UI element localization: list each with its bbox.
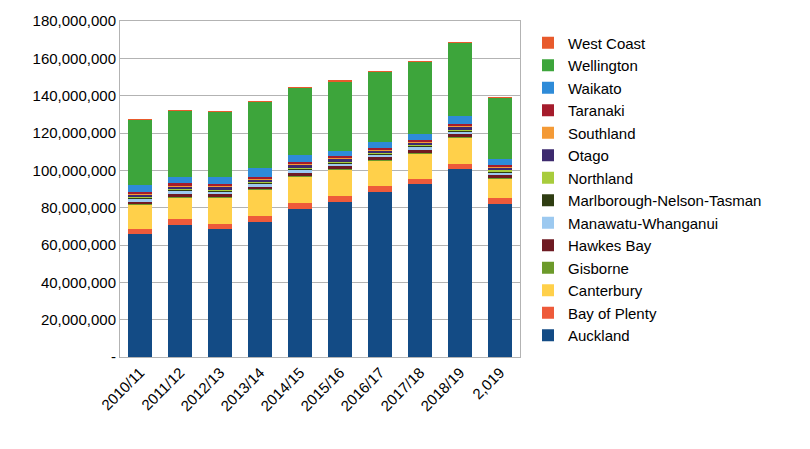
svg-text:2014/15: 2014/15 (257, 364, 307, 414)
svg-text:2,019: 2,019 (469, 364, 508, 403)
svg-text:60,000,000: 60,000,000 (41, 236, 116, 253)
svg-text:Otago: Otago (568, 147, 609, 164)
svg-text:20,000,000: 20,000,000 (41, 311, 116, 328)
svg-text:2012/13: 2012/13 (177, 364, 227, 414)
svg-text:Southland: Southland (568, 125, 636, 142)
svg-text:Marlborough-Nelson-Tasman: Marlborough-Nelson-Tasman (568, 192, 761, 209)
svg-text:2018/19: 2018/19 (417, 364, 467, 414)
svg-text:Wellington: Wellington (568, 57, 638, 74)
svg-text:2016/17: 2016/17 (337, 364, 387, 414)
svg-text:-: - (111, 348, 116, 365)
svg-text:Waikato: Waikato (568, 80, 622, 97)
svg-text:120,000,000: 120,000,000 (33, 124, 116, 141)
svg-text:Taranaki: Taranaki (568, 102, 625, 119)
svg-text:2015/16: 2015/16 (297, 364, 347, 414)
svg-text:Manawatu-Whanganui: Manawatu-Whanganui (568, 215, 718, 232)
svg-text:2017/18: 2017/18 (377, 364, 427, 414)
svg-text:40,000,000: 40,000,000 (41, 274, 116, 291)
svg-text:2011/12: 2011/12 (138, 364, 188, 414)
svg-text:2010/11: 2010/11 (98, 364, 148, 414)
svg-text:160,000,000: 160,000,000 (33, 50, 116, 67)
svg-text:100,000,000: 100,000,000 (33, 162, 116, 179)
svg-text:80,000,000: 80,000,000 (41, 199, 116, 216)
svg-text:Auckland: Auckland (568, 327, 630, 344)
svg-text:Hawkes Bay: Hawkes Bay (568, 237, 652, 254)
svg-text:West Coast: West Coast (568, 35, 646, 52)
svg-text:2013/14: 2013/14 (217, 364, 267, 414)
svg-text:180,000,000: 180,000,000 (33, 12, 116, 29)
svg-text:140,000,000: 140,000,000 (33, 87, 116, 104)
svg-text:Gisborne: Gisborne (568, 260, 629, 277)
svg-text:Bay of Plenty: Bay of Plenty (568, 305, 657, 322)
svg-text:Northland: Northland (568, 170, 633, 187)
svg-text:Canterbury: Canterbury (568, 282, 643, 299)
